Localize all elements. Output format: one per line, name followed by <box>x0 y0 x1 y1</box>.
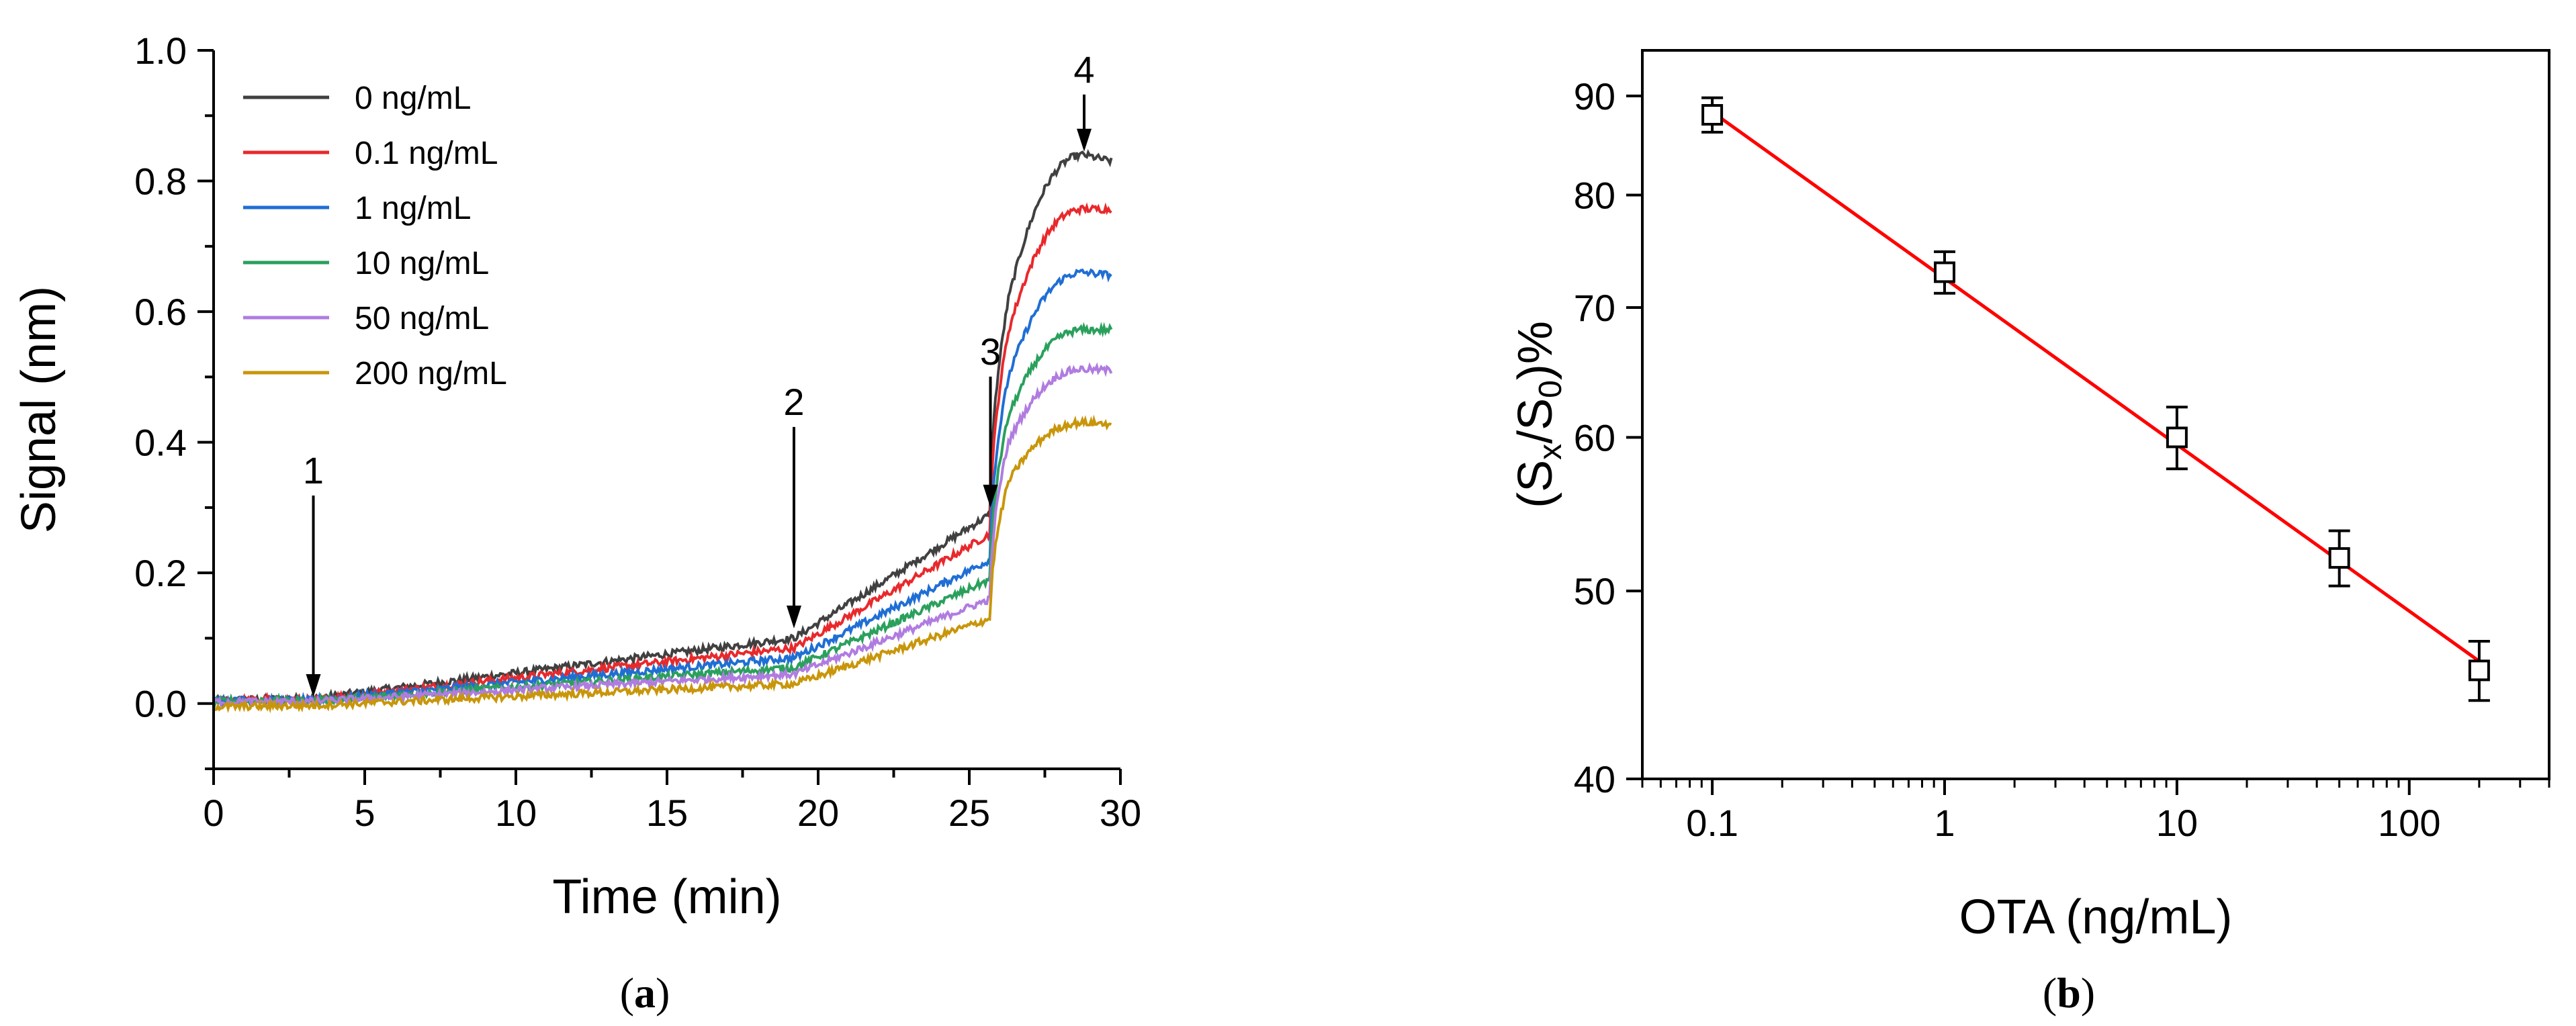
y-axis-title: Signal (nm) <box>12 286 66 533</box>
panel-a-caption: (a) <box>620 969 670 1017</box>
y-axis-title-part: (S <box>1509 460 1562 508</box>
annotation-label: 4 <box>1073 48 1094 91</box>
x-tick-label: 0.1 <box>1686 802 1738 844</box>
data-point <box>1934 261 1955 283</box>
data-point <box>2328 547 2350 569</box>
y-tick-label: 0.0 <box>134 683 187 725</box>
y-axis-title-part: )% <box>1509 321 1562 380</box>
series-line-0-1-ng-ml <box>212 202 1112 708</box>
x-axis-title: OTA (ng/mL) <box>1959 890 2233 944</box>
y-axis-title-subscript: x <box>1533 444 1568 460</box>
legend-label: 0.1 ng/mL <box>355 136 498 171</box>
annotation-arrowhead <box>787 605 801 628</box>
annotation-arrowhead <box>1077 128 1092 152</box>
series-line-200-ng-ml <box>212 414 1112 714</box>
y-tick-label: 0.6 <box>134 291 187 333</box>
annotation-label: 2 <box>783 381 804 423</box>
x-tick-label: 30 <box>1100 792 1141 834</box>
x-tick-label: 25 <box>948 792 990 834</box>
fit-line <box>1711 110 2481 663</box>
x-tick-label: 20 <box>797 792 839 834</box>
x-axis-title: Time (min) <box>552 870 781 924</box>
y-tick-label: 50 <box>1574 570 1615 612</box>
panel-a-line-chart: 0 5 10 15 20 25 30 0.0 0.2 0.4 0.6 0.8 1.0 Time (min)… <box>12 30 1141 924</box>
legend-label: 50 ng/mL <box>355 301 489 336</box>
legend-label: 1 ng/mL <box>355 191 471 226</box>
data-point <box>1701 104 1724 126</box>
y-axis-title: (Sx/S0)% <box>1509 321 1568 508</box>
x-tick-label: 1 <box>1934 802 1955 844</box>
legend-label: 0 ng/mL <box>355 81 471 116</box>
annotation-arrowhead <box>306 674 321 697</box>
y-tick-label: 90 <box>1574 75 1615 118</box>
y-tick-label: 0.4 <box>134 422 187 464</box>
series-line-1-ng-ml <box>212 268 1112 709</box>
data-point <box>2166 426 2188 449</box>
y-axis-title-subscript: 0 <box>1533 380 1568 398</box>
y-axis-title-part: /S <box>1509 398 1562 444</box>
x-tick-label: 5 <box>354 792 375 834</box>
annotation-arrowhead <box>983 484 998 508</box>
legend-label: 200 ng/mL <box>355 356 507 391</box>
y-tick-label: 0.2 <box>134 552 187 594</box>
series-line-50-ng-ml <box>212 362 1113 710</box>
annotation-label: 3 <box>980 330 1001 373</box>
legend-label: 10 ng/mL <box>355 246 489 281</box>
y-tick-label: 80 <box>1574 175 1615 217</box>
series-line-10-ng-ml <box>212 322 1113 710</box>
y-tick-label: 40 <box>1574 758 1615 800</box>
x-tick-label: 10 <box>2156 802 2198 844</box>
panel-b-caption: (b) <box>2043 969 2095 1017</box>
x-tick-label: 100 <box>2378 802 2440 844</box>
x-tick-label: 10 <box>495 792 537 834</box>
plot-frame <box>1641 49 2550 780</box>
y-tick-label: 0.8 <box>134 160 187 203</box>
annotation-label: 1 <box>303 449 324 492</box>
panel-b-scatter-chart: 0.1 1 10 100 40 50 60 70 80 90 OTA (ng/mL) (Sx/S0)% <box>1509 49 2550 944</box>
x-tick-label: 0 <box>203 792 224 834</box>
y-tick-label: 70 <box>1574 287 1615 329</box>
x-tick-label: 15 <box>646 792 688 834</box>
y-tick-label: 60 <box>1574 416 1615 459</box>
data-point <box>2468 659 2490 682</box>
series-line-0-ng-ml <box>212 148 1113 707</box>
y-tick-label: 1.0 <box>134 30 187 72</box>
